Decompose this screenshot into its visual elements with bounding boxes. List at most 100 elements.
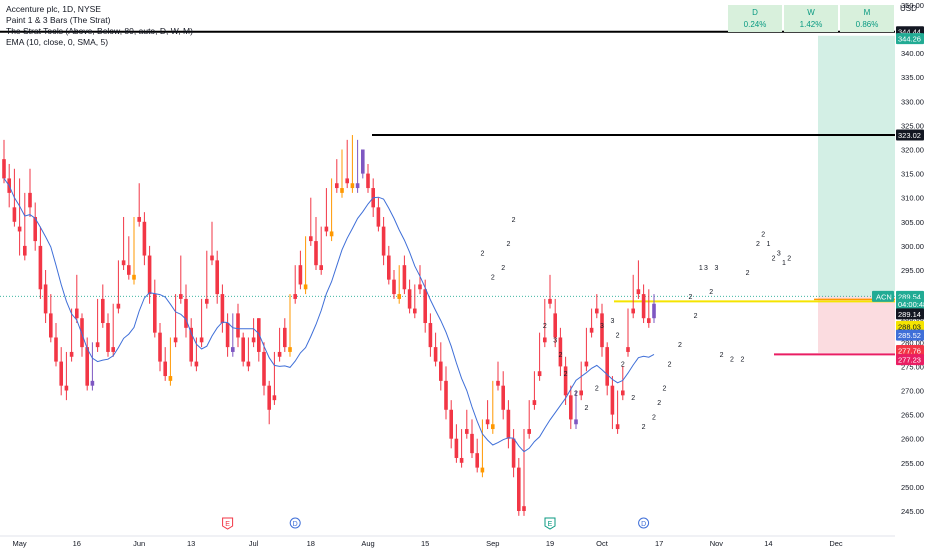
candle-body [236,313,240,338]
strat-label: 2 [756,241,760,248]
strat-label: 3 [704,265,708,272]
candle-body [210,255,214,261]
candle-body [574,419,578,425]
candle-body [485,419,490,425]
price-label: 344.44 [898,28,921,37]
candle-body [553,313,557,338]
candle-body [631,308,635,314]
candle-body [376,207,381,227]
candle-body [215,260,219,295]
candle-body [470,433,474,454]
candle-body [511,438,516,468]
candle-body [626,347,630,352]
currency-label: USD [900,4,917,13]
candle-body [121,260,126,266]
strat-label: 1 [782,260,786,267]
perf-day: D 0.24% [728,5,782,32]
candle-body [329,231,334,237]
strat-label: 2 [480,251,484,258]
candle-body [480,467,485,473]
candle-body [543,337,547,343]
price-label-box [896,129,924,141]
candle-body [579,390,583,396]
candle-body [605,347,609,386]
candle-body [75,308,79,319]
strat-label: 2 [506,241,510,248]
price-label-box [896,354,924,366]
strat-label: 3 [610,318,614,325]
candle-body [428,323,433,348]
ticker-tag: ACN [876,292,892,301]
candle-body [116,303,121,309]
strat-label: 2 [564,371,568,378]
candle-body [636,289,641,295]
strat-label: 3 [600,323,604,330]
earnings-marker[interactable] [222,517,234,530]
candle-body [189,327,193,362]
candle-body [267,385,271,410]
candle-body [64,385,69,391]
x-tick-label: 15 [421,539,429,548]
y-tick-label: 335.00 [901,73,924,82]
candle-body [475,453,479,468]
candle-body [205,298,209,304]
candle-body [558,337,563,367]
candle-body [173,337,178,343]
price-label: 277.23 [898,356,921,365]
price-label-box [896,308,924,320]
y-tick-label: 310.00 [901,194,924,203]
strat-label: 3 [777,251,781,258]
candle-body [491,424,495,430]
dividend-marker[interactable] [638,517,650,529]
strat-label: 1 [766,241,770,248]
candle-body [106,323,110,352]
candle-body [59,361,63,386]
candle-body [548,298,552,304]
candle-body [563,366,568,396]
dividend-marker[interactable] [289,517,301,529]
y-tick-label: 260.00 [901,435,924,444]
y-tick-label: 350.00 [901,1,924,10]
earnings-marker[interactable] [544,517,556,530]
strat-label: 3 [714,265,718,272]
strat-label: 2 [584,405,588,412]
x-tick-label: Jun [133,539,145,548]
strat-label: 2 [678,342,682,349]
candle-body [257,318,261,352]
event-marker-label: E [548,521,553,528]
strat-label: 2 [595,386,599,393]
price-label-box [896,329,924,341]
y-tick-label: 250.00 [901,483,924,492]
candle-body [95,342,100,348]
strat-label: 2 [740,357,744,364]
candle-body [361,149,365,174]
y-tick-label: 280.00 [901,338,924,347]
strat-label: 2 [709,289,713,296]
y-tick-label: 330.00 [901,97,924,106]
candle-body [220,294,225,324]
candle-body [600,313,604,348]
price-label: 344.26 [898,35,921,44]
price-label: 288.03 [898,322,921,331]
candle-body [168,376,173,381]
candle-body [652,303,656,319]
candle-body [194,361,199,367]
strat-label: 2 [558,352,562,359]
strat-label: 2 [730,357,734,364]
candle-body [366,173,370,189]
candle-body [54,337,58,362]
candle-body [69,351,74,357]
candle-body [621,390,625,396]
price-label: 285.52 [898,331,921,340]
candle-body [231,347,235,352]
candle-body [262,351,266,386]
candle-body [392,279,396,295]
x-tick-label: 14 [764,539,772,548]
candle-body [350,183,355,189]
price-label-box [896,344,924,356]
candle-body [2,159,6,179]
strat-label: 2 [631,395,635,402]
strat-label: 2 [501,265,505,272]
y-tick-label: 340.00 [901,49,924,58]
